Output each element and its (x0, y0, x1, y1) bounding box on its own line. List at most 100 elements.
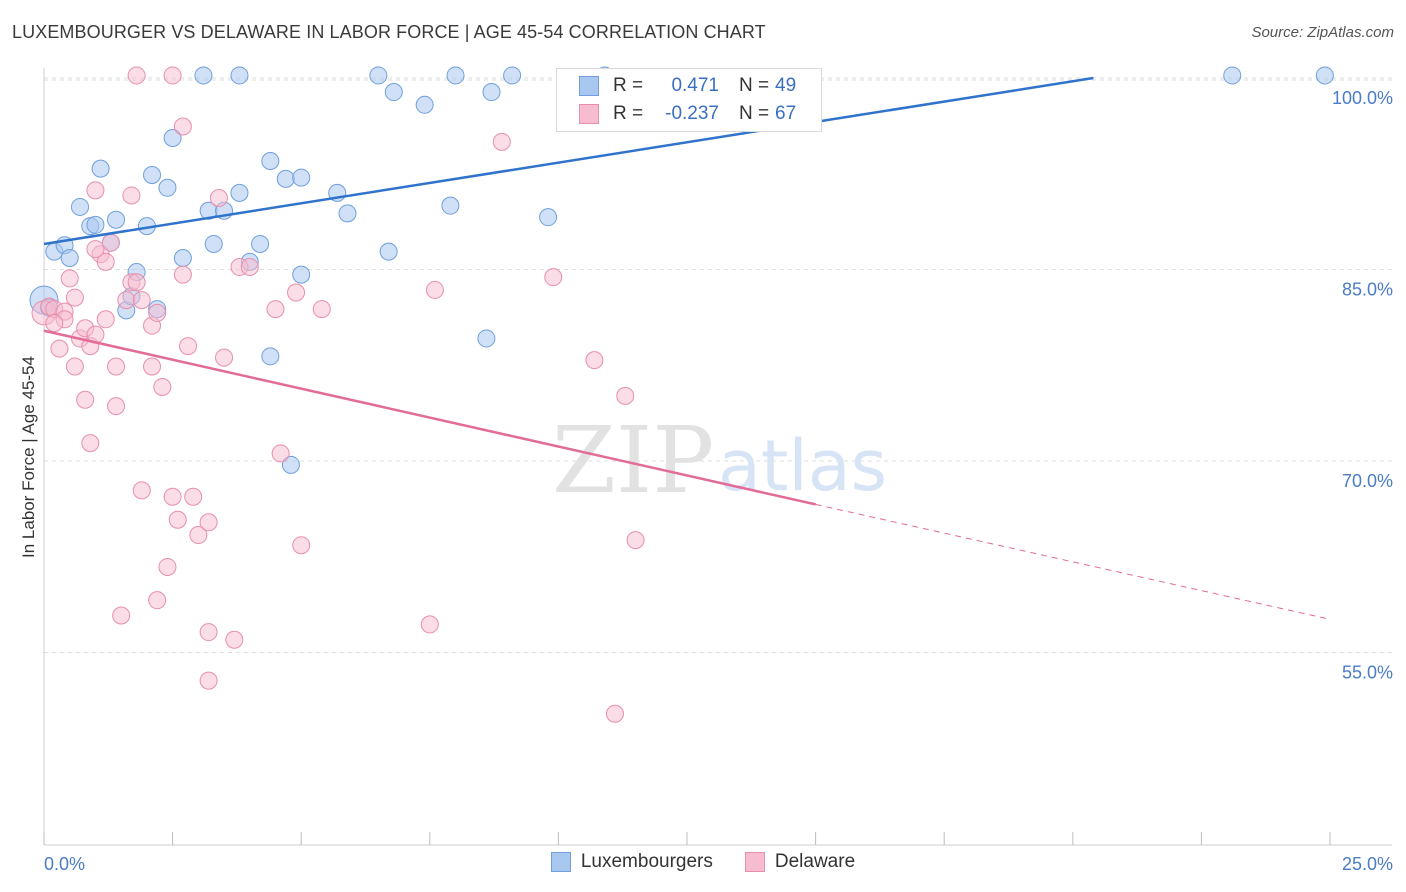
grid-lines (44, 77, 1392, 653)
delaware-point (173, 117, 192, 136)
correlation-legend: R = 0.471 N = 49 R = -0.237 N = 67 (556, 68, 822, 132)
y-tick-label: 70.0% (1342, 471, 1393, 491)
delaware-point (107, 357, 126, 376)
delaware-point (173, 265, 192, 284)
delaware-point (215, 348, 234, 367)
source-label: Source: ZipAtlas.com (1251, 24, 1394, 41)
delaware-point (287, 283, 306, 302)
legend-swatch-pink (744, 852, 765, 872)
delaware-point (81, 434, 100, 453)
delaware-point (605, 704, 624, 723)
legend-item-luxembourgers[interactable]: Luxembourgers (550, 851, 713, 873)
delaware-point (184, 487, 203, 506)
legend-row-luxembourgers: R = 0.471 N = 49 (579, 72, 796, 100)
luxembourgers-point (71, 197, 90, 216)
delaware-point (107, 397, 126, 416)
luxembourgers-point (1223, 66, 1242, 85)
luxembourgers-point (415, 95, 434, 114)
delaware-point (65, 357, 84, 376)
luxembourgers-point (107, 210, 126, 229)
chart-title: LUXEMBOURGER VS DELAWARE IN LABOR FORCE … (12, 22, 766, 42)
delaware-point (199, 671, 218, 690)
x-tick-label: 0.0% (44, 854, 85, 874)
delaware-point (158, 557, 177, 576)
luxembourgers-point (86, 215, 105, 234)
delaware-point (117, 291, 136, 310)
y-tick-labels: 55.0% 70.0% 85.0% 100.0% (1332, 88, 1393, 683)
delaware-point (189, 526, 208, 545)
luxembourgers-trend-line (43, 76, 1094, 246)
luxembourgers-point (230, 66, 249, 85)
luxembourgers-point (158, 178, 177, 197)
legend-swatch-blue (579, 76, 599, 96)
delaware-point (292, 536, 311, 555)
luxembourgers-point (261, 347, 280, 366)
luxembourgers-point (1315, 66, 1334, 85)
watermark-zip: ZIP (552, 407, 714, 514)
delaware-point (209, 189, 228, 208)
delaware-point (312, 300, 331, 319)
delaware-point (199, 513, 218, 532)
delaware-point (132, 481, 151, 500)
delaware-point (544, 268, 563, 287)
delaware-point (626, 531, 645, 550)
delaware-point (127, 66, 146, 85)
legend-swatch-blue (550, 852, 571, 872)
axes (43, 68, 1392, 846)
watermark-atlas: atlas (718, 425, 887, 507)
legend-row-delaware: R = -0.237 N = 67 (579, 100, 796, 128)
delaware-point (148, 303, 167, 322)
x-tick-label: 25.0% (1342, 854, 1393, 874)
luxembourgers-point (261, 151, 280, 170)
luxembourgers-point (251, 234, 270, 253)
luxembourgers-point (477, 329, 496, 348)
luxembourgers-point (281, 455, 300, 474)
y-tick-label: 85.0% (1342, 280, 1393, 300)
legend-n-label: N = (739, 75, 770, 96)
delaware-point (425, 280, 444, 299)
delaware-point (86, 181, 105, 200)
delaware-point (148, 591, 167, 610)
luxembourgers-point (204, 234, 223, 253)
luxembourgers-point (539, 208, 558, 227)
delaware-point (96, 252, 115, 271)
delaware-point (132, 291, 151, 310)
delaware-point (153, 377, 172, 396)
delaware-point (225, 630, 244, 649)
luxembourgers-point (338, 204, 357, 223)
luxembourgers-point (163, 129, 182, 148)
delaware-point (240, 257, 259, 276)
delaware-point (163, 487, 182, 506)
luxembourgers-point (441, 196, 460, 215)
delaware-point (45, 314, 64, 333)
legend-label-luxembourgers: Luxembourgers (580, 851, 713, 872)
luxembourgers-point (379, 242, 398, 261)
delaware-point (199, 623, 218, 642)
delaware-trend-extension (815, 503, 1331, 620)
delaware-points (31, 66, 645, 723)
delaware-point (86, 240, 105, 259)
delaware-point (143, 357, 162, 376)
delaware-point (122, 186, 141, 205)
legend-item-delaware[interactable]: Delaware (744, 851, 856, 873)
legend-r-label: R = (613, 103, 644, 124)
delaware-point (127, 273, 146, 292)
luxembourgers-point (503, 66, 522, 85)
luxembourgers-point (482, 83, 501, 102)
legend-label-delaware: Delaware (774, 851, 856, 872)
delaware-trend-line (43, 329, 816, 506)
luxembourgers-point (292, 265, 311, 284)
legend-swatch-pink (579, 104, 599, 124)
delaware-point (96, 310, 115, 329)
legend-n-value: 67 (775, 103, 797, 124)
series-legend: Luxembourgers Delaware (0, 851, 1406, 873)
delaware-point (168, 510, 187, 529)
legend-r-value: 0.471 (671, 75, 719, 96)
y-tick-label: 100.0% (1332, 88, 1393, 108)
luxembourgers-point (369, 66, 388, 85)
y-tick-label: 55.0% (1342, 663, 1393, 683)
luxembourgers-point (230, 183, 249, 202)
trend-lines (43, 76, 1331, 620)
y-axis-label: In Labor Force | Age 45-54 (19, 356, 38, 558)
